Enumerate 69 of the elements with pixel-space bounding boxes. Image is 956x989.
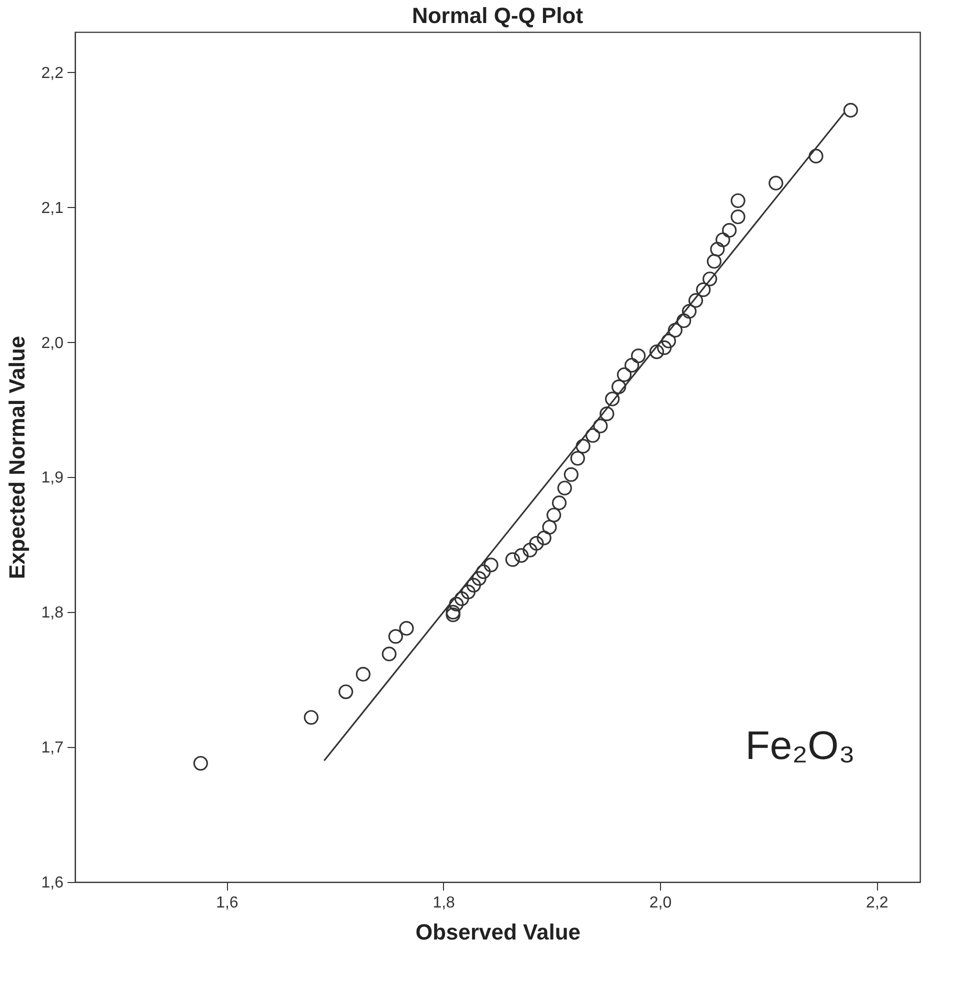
point <box>399 621 414 636</box>
point <box>730 210 746 224</box>
point <box>449 596 464 612</box>
point <box>668 322 682 338</box>
x-axis-title: Observed Value <box>415 920 581 944</box>
point <box>542 520 557 534</box>
point <box>624 358 640 373</box>
point <box>576 438 590 454</box>
point <box>616 367 632 382</box>
point <box>730 193 746 208</box>
point <box>557 480 572 496</box>
point <box>466 578 481 592</box>
x-tick-label: 1,8 <box>432 894 456 912</box>
point <box>657 340 672 356</box>
point <box>388 629 403 644</box>
y-tick-label: 2,2 <box>41 64 64 82</box>
point <box>382 646 396 662</box>
y-tick-label: 1,7 <box>41 740 64 757</box>
point <box>768 176 784 190</box>
point <box>661 334 676 348</box>
point <box>514 548 529 563</box>
point <box>472 571 486 586</box>
point <box>522 542 538 558</box>
point <box>446 608 460 622</box>
point <box>546 508 562 522</box>
point <box>529 536 544 551</box>
point <box>505 552 520 567</box>
point <box>338 684 354 700</box>
point <box>570 451 585 466</box>
point <box>193 756 208 771</box>
point <box>716 232 730 248</box>
point <box>564 467 578 482</box>
point <box>612 380 626 394</box>
y-tick-label: 1,8 <box>41 604 64 622</box>
y-tick-label: 1,6 <box>41 874 64 892</box>
point <box>593 418 608 434</box>
point <box>688 293 704 308</box>
point <box>460 584 476 600</box>
point <box>552 496 567 510</box>
x-tick-label: 2,2 <box>866 894 888 912</box>
y-axis-title: Expected Normal Value <box>4 336 30 580</box>
point <box>706 254 722 269</box>
point <box>446 604 460 620</box>
point <box>476 564 491 579</box>
point <box>605 392 620 406</box>
point <box>600 406 614 422</box>
point <box>536 530 552 546</box>
y-tick-label: 1,9 <box>41 470 64 487</box>
point <box>702 272 718 286</box>
point <box>808 148 824 164</box>
y-tick-label: 2,0 <box>41 334 64 352</box>
point <box>722 223 737 238</box>
x-tick-label: 1,6 <box>216 894 238 912</box>
point <box>631 348 646 364</box>
point <box>304 710 318 725</box>
point <box>586 428 600 443</box>
point <box>454 591 470 606</box>
point <box>843 102 858 118</box>
point <box>676 313 692 328</box>
point <box>696 282 711 298</box>
chart-title: Normal Q-Q Plot <box>412 3 584 28</box>
point <box>356 666 370 682</box>
annotation: Fe₂O₃ <box>745 724 855 768</box>
x-tick-label: 2,0 <box>649 894 672 912</box>
point <box>682 304 697 319</box>
point <box>484 558 498 572</box>
point <box>649 344 664 360</box>
y-tick-label: 2,1 <box>41 200 64 217</box>
point <box>710 242 725 257</box>
